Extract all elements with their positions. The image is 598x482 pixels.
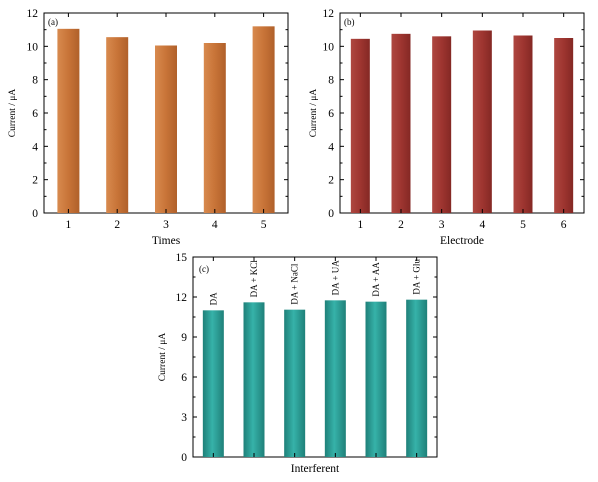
chart-c: (c) DA DA + KCl DA + NaCl DA + UA DA + AA DA … [158,252,438,475]
y-tick-label: 0 [328,208,334,220]
y-tick-label: 3 [181,412,187,424]
bar [432,36,452,214]
panel-label: (c) [199,264,209,274]
bar [284,309,306,457]
bar [203,43,226,213]
y-tick-label: 4 [32,141,38,153]
bar-category-label: DA + Glu [412,259,422,295]
bar-category-label: DA + UA [330,260,340,296]
x-axis-label: Interferent [291,463,340,475]
y-tick-label: 4 [328,141,334,153]
y-tick-label: 9 [181,332,187,344]
bar [202,310,224,457]
y-axis-label: Current / μA [158,333,168,382]
bar [324,300,346,457]
y-tick-label: 6 [181,372,187,384]
bar [365,301,387,457]
panel-label: (a) [48,17,58,27]
y-tick-label: 10 [27,41,39,53]
panel-label: (b) [344,17,355,27]
plot-frame [339,12,585,214]
bar [513,35,533,213]
bar [155,45,177,213]
bar-category-label: DA + KCl [249,260,259,298]
bar [391,33,411,214]
y-axis-label: Current / μA [8,89,18,138]
x-tick-label: 5 [261,219,267,231]
x-tick-label: 6 [561,219,567,231]
y-tick-label: 6 [32,108,38,120]
y-tick-label: 8 [328,75,334,87]
bar-category-label: DA + NaCl [290,263,300,305]
x-tick-label: 3 [439,219,445,231]
x-tick-label: 5 [520,219,526,231]
y-axis-label: Current / μA [309,89,319,138]
bar [243,302,265,457]
bar-category-label: DA [208,292,218,305]
y-tick-label: 12 [176,292,188,304]
x-axis-label: Times [152,235,181,247]
x-tick-label: 1 [66,219,72,231]
bar [57,28,80,214]
bar [106,37,129,213]
y-tick-label: 10 [323,41,335,53]
bar [406,299,428,457]
x-tick-label: 3 [163,219,169,231]
x-tick-label: 2 [114,219,120,231]
bar [252,26,275,214]
x-tick-label: 2 [398,219,404,231]
bar [472,30,492,213]
x-tick-label: 1 [357,219,363,231]
y-tick-label: 15 [176,252,188,264]
x-tick-label: 4 [479,219,485,231]
y-tick-label: 6 [328,108,334,120]
x-axis-label: Electrode [440,235,484,247]
y-tick-label: 2 [328,175,334,187]
y-tick-label: 12 [27,8,39,20]
y-tick-label: 0 [32,208,38,220]
y-tick-label: 12 [323,8,335,20]
bar-category-label: DA + AA [371,262,381,297]
bar [554,38,574,213]
plot-frame [192,256,438,458]
y-tick-label: 2 [32,175,38,187]
y-tick-label: 8 [32,75,38,87]
bar [350,38,370,214]
x-tick-label: 4 [212,219,218,231]
y-tick-label: 0 [181,452,187,464]
